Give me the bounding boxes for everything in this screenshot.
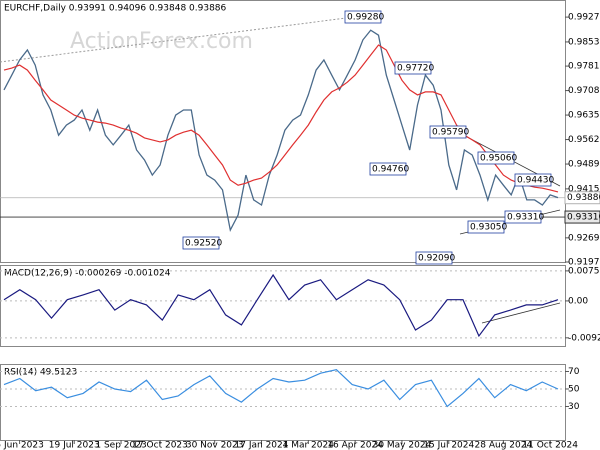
series-line [3, 273, 559, 338]
annotation-box [369, 162, 407, 176]
x-tick-label: 1 Mar 2024 [283, 441, 335, 450]
x-tick-label: 1 Sep 2023 [95, 441, 146, 450]
annotation-box [182, 236, 220, 250]
x-tick-label: 16 Apr 2024 [327, 441, 383, 450]
rsi-panel [0, 364, 566, 441]
y-tick-label: 30 [568, 402, 580, 412]
price-label: 0.93886 [567, 193, 600, 203]
annotation-box [504, 210, 542, 224]
x-tick-label: 15 Jul 2024 [423, 441, 474, 450]
price-label: 0.93310 [567, 213, 600, 223]
y-tick-label: 0.00 [568, 296, 588, 306]
panel-title: MACD(12,26,9) -0.000269 -0.001024 [4, 269, 171, 279]
annotation-box [415, 251, 453, 265]
x-tick-label: 17 Oct 2023 [132, 441, 188, 450]
annotation: 0.93310 [507, 213, 544, 223]
trendline [481, 302, 561, 324]
x-tick-label: 30 May 2024 [373, 441, 432, 450]
annotation: 0.93050 [470, 223, 507, 233]
series-line [3, 29, 559, 233]
x-tick-label: 30 Nov 2023 [186, 441, 244, 450]
chart-title: EURCHF,Daily 0.93991 0.94096 0.93848 0.9… [4, 4, 227, 14]
x-tick-label: 11 Oct 2024 [522, 441, 578, 450]
annotation-box [477, 151, 515, 165]
watermark: ActionForex.com [70, 29, 253, 54]
price-panel [0, 0, 566, 263]
annotation: 0.94430 [517, 176, 554, 186]
macd-panel [0, 265, 566, 347]
price-label-box [564, 210, 600, 224]
annotation: 0.99280 [347, 13, 384, 23]
x-tick-label: 17 Jan 2024 [235, 441, 289, 450]
y-tick-label: 0.007525 [568, 266, 600, 276]
trendline [0, 13, 379, 63]
annotation: 0.92090 [418, 254, 455, 264]
annotation-box [429, 125, 467, 139]
annotation-box [344, 10, 382, 24]
y-tick-label: 70 [568, 367, 580, 377]
x-tick-label: 28 Aug 2024 [475, 441, 533, 450]
annotation: 0.92520 [185, 239, 222, 249]
series-line [3, 44, 559, 193]
series-line [3, 369, 559, 408]
annotation: 0.97720 [397, 64, 434, 74]
annotation: 0.95790 [432, 128, 469, 138]
price-label-box [564, 191, 600, 205]
annotation-box [467, 220, 505, 234]
x-tick-label: 19 Jul 2023 [49, 441, 100, 450]
annotation: 0.95060 [480, 154, 517, 164]
y-tick-label: -0.009252 [568, 333, 600, 343]
y-tick-label: 50 [568, 384, 580, 394]
panel-title: RSI(14) 49.5123 [4, 368, 77, 378]
x-tick-label: 5 Jun 2023 [0, 441, 44, 450]
annotation-box [394, 61, 432, 75]
annotation: 0.94760 [372, 165, 409, 175]
annotation-box [514, 173, 552, 187]
